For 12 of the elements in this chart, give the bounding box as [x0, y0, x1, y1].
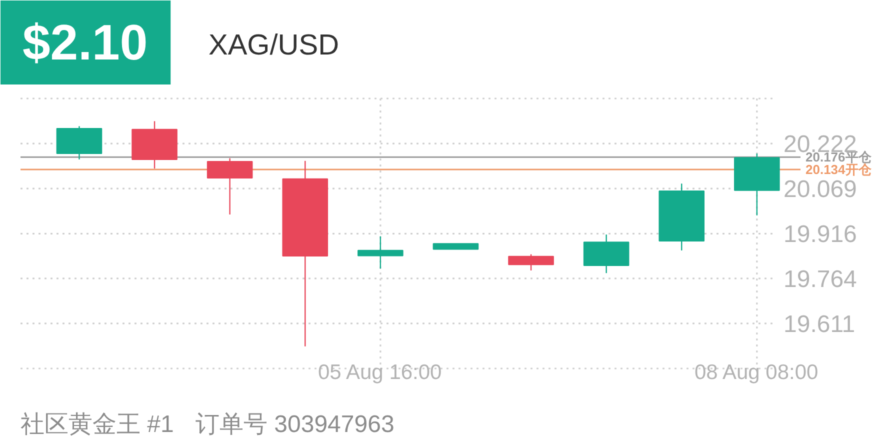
text: 社区黄金王 #1 — [20, 411, 174, 438]
x-tick-label: 08 Aug 08:00 — [694, 361, 818, 384]
ref-line-label: 20.134开仓 — [806, 162, 872, 177]
y-tick-label: 19.764 — [784, 266, 857, 293]
y-tick-label: 19.611 — [784, 310, 856, 338]
y-tick-label: 19.916 — [784, 221, 857, 248]
chart-title: XAG/USD — [208, 30, 340, 62]
text: $2.10 — [22, 14, 148, 70]
text: 订单号 303947963 — [196, 411, 394, 438]
candlestick — [358, 236, 404, 270]
y-tick-label: 20.069 — [784, 176, 857, 204]
x-tick-label: 05 Aug 16:00 — [318, 361, 442, 384]
